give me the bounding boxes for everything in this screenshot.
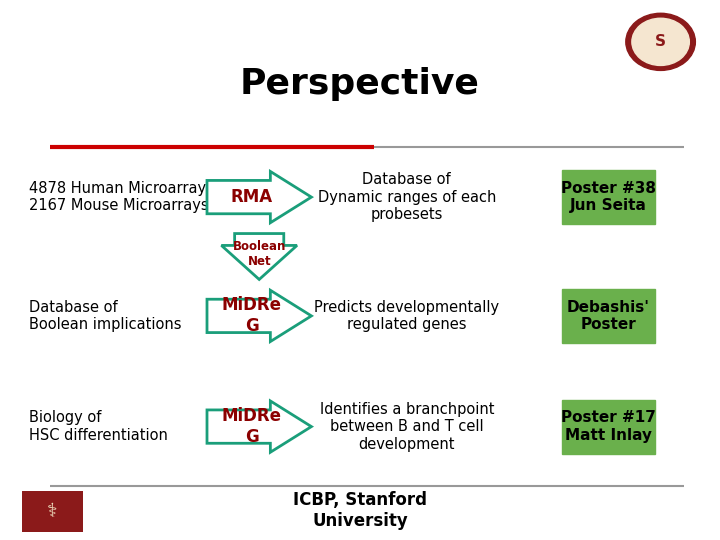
Text: S: S — [655, 35, 666, 49]
Text: Debashis'
Poster: Debashis' Poster — [567, 300, 650, 332]
Text: MiDRe
G: MiDRe G — [222, 296, 282, 335]
FancyBboxPatch shape — [562, 170, 655, 224]
Text: ⚕: ⚕ — [47, 502, 58, 521]
Polygon shape — [207, 291, 311, 342]
FancyBboxPatch shape — [22, 491, 83, 532]
Polygon shape — [207, 401, 311, 453]
Circle shape — [626, 14, 696, 70]
Polygon shape — [222, 233, 297, 280]
FancyBboxPatch shape — [562, 289, 655, 343]
Text: Database of
Dynamic ranges of each
probesets: Database of Dynamic ranges of each probe… — [318, 172, 496, 222]
Text: Database of
Boolean implications: Database of Boolean implications — [29, 300, 181, 332]
Text: RMA: RMA — [231, 188, 273, 206]
Text: Predicts developmentally
regulated genes: Predicts developmentally regulated genes — [314, 300, 500, 332]
Text: Poster #38
Jun Seita: Poster #38 Jun Seita — [561, 181, 656, 213]
FancyBboxPatch shape — [562, 400, 655, 454]
Text: Boolean
Net: Boolean Net — [233, 240, 286, 268]
Text: ICBP, Stanford
University: ICBP, Stanford University — [293, 491, 427, 530]
Text: Identifies a branchpoint
between B and T cell
development: Identifies a branchpoint between B and T… — [320, 402, 494, 451]
Polygon shape — [207, 172, 311, 222]
Text: MiDRe
G: MiDRe G — [222, 407, 282, 446]
Circle shape — [632, 18, 689, 65]
Text: Perspective: Perspective — [240, 67, 480, 100]
Text: Poster #17
Matt Inlay: Poster #17 Matt Inlay — [561, 410, 656, 443]
Text: 4878 Human Microarrays
2167 Mouse Microarrays: 4878 Human Microarrays 2167 Mouse Microa… — [29, 181, 214, 213]
Text: Biology of
HSC differentiation: Biology of HSC differentiation — [29, 410, 168, 443]
